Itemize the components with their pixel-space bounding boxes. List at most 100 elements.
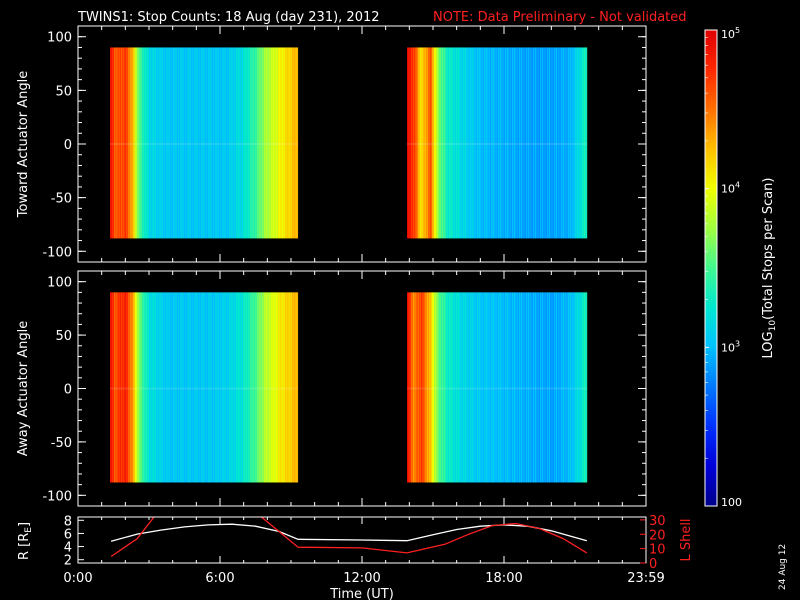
heatmap-column — [163, 47, 166, 239]
heatmap-column — [119, 292, 121, 483]
heatmap-column — [572, 292, 574, 483]
heatmap-column — [532, 292, 534, 483]
heatmap-column — [568, 47, 570, 239]
heatmap-column — [412, 47, 414, 239]
heatmap-column — [192, 47, 195, 239]
heatmap-column — [230, 47, 233, 239]
heatmap-column — [486, 292, 488, 483]
heatmap-column — [220, 47, 223, 239]
heatmap-column — [427, 292, 429, 483]
heatmap-column — [476, 47, 478, 239]
y-tick-label: 4 — [64, 541, 72, 556]
heatmap-column — [551, 47, 553, 239]
heatmap-column — [190, 47, 193, 239]
heatmap-column — [276, 47, 279, 239]
heatmap-column — [286, 47, 289, 239]
heatmap-column — [129, 47, 132, 239]
heatmap-column — [451, 292, 453, 483]
heatmap-column — [178, 292, 181, 483]
heatmap-column — [151, 292, 154, 483]
heatmap-column — [451, 47, 453, 239]
heatmap-column — [180, 292, 183, 483]
x-tick-label: 12:00 — [343, 571, 380, 586]
heatmap-column — [174, 292, 177, 483]
heatmap-column — [537, 47, 539, 239]
heatmap-column — [201, 292, 204, 483]
heatmap-column — [450, 292, 452, 483]
heatmap-block — [109, 47, 299, 239]
heatmap-column — [546, 292, 548, 483]
heatmap-column — [509, 292, 511, 483]
heatmap-column — [560, 47, 562, 239]
heatmap-column — [210, 47, 213, 239]
heatmap-column — [583, 292, 585, 483]
heatmap-column — [208, 292, 211, 483]
y-axis-label: Toward Actuator Angle — [16, 71, 31, 218]
heatmap-column — [437, 47, 439, 239]
heatmap-column — [530, 292, 532, 483]
heatmap-column — [502, 47, 504, 239]
heatmap-column — [501, 47, 503, 239]
heatmap-column — [464, 292, 466, 483]
heatmap-column — [510, 292, 512, 483]
heatmap-column — [226, 47, 229, 239]
heatmap-column — [171, 292, 174, 483]
heatmap-column — [165, 292, 168, 483]
heatmap-column — [478, 292, 480, 483]
heatmap-column — [273, 292, 276, 483]
heatmap-column — [111, 47, 113, 239]
heatmap-column — [196, 47, 199, 239]
heatmap-column — [461, 47, 463, 239]
heatmap-column — [251, 292, 254, 483]
heatmap-column — [273, 47, 276, 239]
heatmap-column — [140, 292, 143, 483]
heatmap-column — [236, 47, 239, 239]
heatmap-column — [519, 47, 521, 239]
heatmap-column — [414, 292, 416, 483]
heatmap-column — [213, 292, 216, 483]
heatmap-column — [124, 292, 126, 483]
heatmap-column — [524, 292, 526, 483]
heatmap-column — [200, 292, 203, 483]
heatmap-column — [452, 292, 454, 483]
heatmap-column — [135, 47, 138, 239]
heatmap-column — [436, 47, 438, 239]
heatmap-column — [205, 47, 208, 239]
heatmap-column — [411, 292, 413, 483]
heatmap-column — [428, 292, 430, 483]
heatmap-column — [579, 292, 581, 483]
heatmap-column — [145, 292, 148, 483]
y-right-tick-label: 0 — [649, 557, 657, 572]
heatmap-column — [229, 292, 232, 483]
heatmap-column — [529, 47, 531, 239]
heatmap-column — [466, 47, 468, 239]
heatmap-column — [561, 292, 563, 483]
heatmap-column — [268, 292, 271, 483]
heatmap-column — [192, 292, 195, 483]
heatmap-column — [226, 292, 229, 483]
heatmap-column — [245, 47, 248, 239]
heatmap-column — [118, 47, 120, 239]
heatmap-column — [283, 292, 286, 483]
heatmap-column — [443, 47, 445, 239]
heatmap-column — [409, 292, 411, 483]
heatmap-column — [549, 292, 551, 483]
heatmap-column — [557, 292, 559, 483]
heatmap-column — [495, 292, 497, 483]
heatmap-column — [477, 47, 479, 239]
heatmap-column — [453, 292, 455, 483]
heatmap-column — [528, 292, 530, 483]
heatmap-column — [575, 47, 577, 239]
heatmap-column — [182, 292, 185, 483]
zero-angle-streak — [406, 387, 587, 390]
heatmap-column — [459, 47, 461, 239]
heatmap-column — [164, 47, 167, 239]
heatmap-column — [567, 292, 569, 483]
heatmap-column — [499, 47, 501, 239]
heatmap-column — [181, 47, 184, 239]
heatmap-column — [117, 47, 119, 239]
heatmap-column — [448, 292, 450, 483]
heatmap-column — [227, 292, 230, 483]
y-tick-label: 0 — [64, 383, 72, 398]
heatmap-column — [211, 47, 214, 239]
